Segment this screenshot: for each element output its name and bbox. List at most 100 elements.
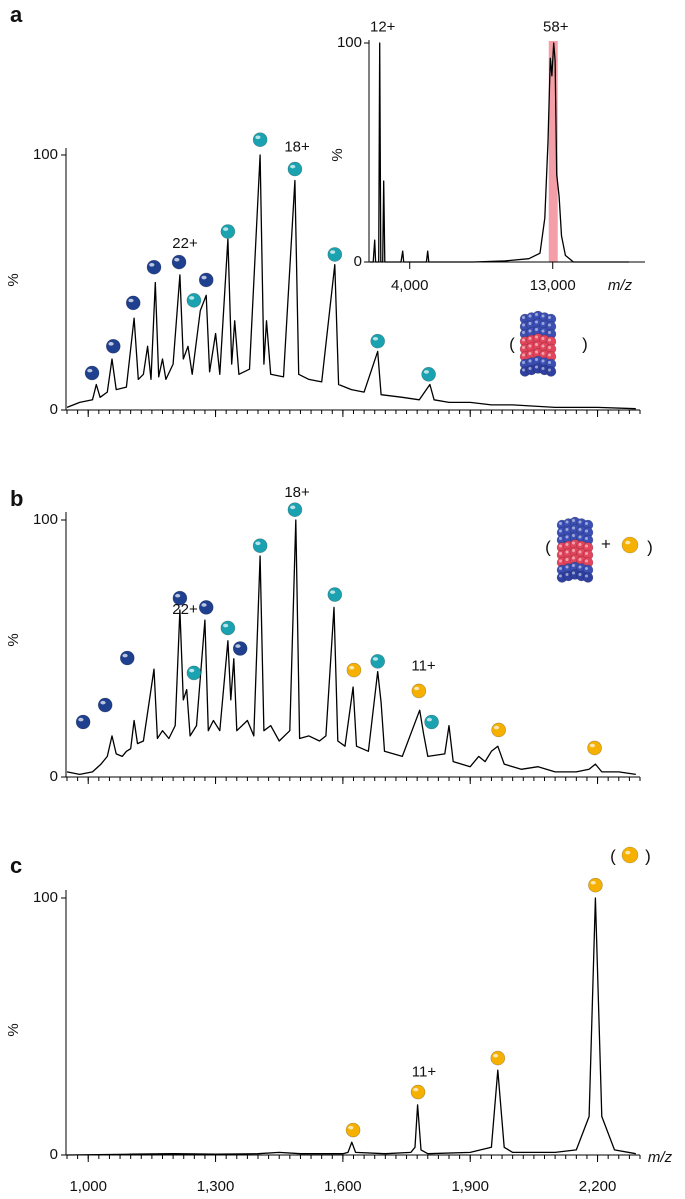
ion-marker <box>346 662 362 678</box>
icon-gloss <box>572 571 575 575</box>
icon-gloss <box>528 337 532 340</box>
marker-gloss <box>175 593 181 598</box>
icon-gloss <box>578 528 582 531</box>
icon-gloss <box>572 564 575 567</box>
icon-gloss <box>572 541 575 545</box>
icon-gloss <box>585 567 588 570</box>
icon-gloss <box>565 558 569 561</box>
marker-gloss <box>255 135 261 140</box>
marker-gloss <box>174 257 180 262</box>
icon-gloss <box>578 550 582 554</box>
y-axis-label: % <box>5 633 22 646</box>
ion-marker <box>125 295 141 311</box>
icon-gloss <box>578 543 582 546</box>
ion-marker <box>198 600 214 615</box>
ion-marker <box>146 259 162 275</box>
marker-gloss <box>87 368 93 373</box>
icon-text: ) <box>647 537 653 556</box>
icon-gloss <box>541 329 545 333</box>
ion-marker <box>220 224 236 239</box>
icon-gloss <box>522 331 525 334</box>
y-axis-label: % <box>329 148 346 161</box>
icon-gloss <box>522 338 525 342</box>
icon-gloss <box>541 359 545 363</box>
marker-gloss <box>372 657 379 661</box>
icon-gloss <box>535 358 538 361</box>
icon-gloss <box>548 323 551 327</box>
icon-gloss <box>548 346 551 349</box>
icon-gloss <box>528 367 532 370</box>
icon-gloss <box>535 335 538 339</box>
icon-sphere <box>582 572 594 583</box>
ion-marker <box>370 333 385 349</box>
ion-marker <box>232 641 248 656</box>
ion-marker <box>370 654 385 669</box>
marker-gloss <box>100 700 106 705</box>
ion-marker <box>252 538 268 554</box>
marker-gloss <box>590 880 596 885</box>
marker-gloss <box>426 717 432 722</box>
marker-gloss <box>413 1087 419 1092</box>
icon-gloss <box>541 322 545 325</box>
charge-label: 12+ <box>370 19 396 36</box>
icon-gloss <box>565 520 569 524</box>
marker-gloss <box>149 263 155 267</box>
marker-gloss <box>201 275 207 280</box>
charge-label: 18+ <box>284 138 310 155</box>
icon-gloss <box>565 528 569 531</box>
marker-shade <box>621 536 639 554</box>
icon-gloss <box>528 352 532 355</box>
icon-gloss <box>541 367 545 370</box>
ion-marker <box>198 272 214 288</box>
ion-marker <box>252 132 268 147</box>
ion-marker <box>287 502 303 518</box>
icon-gloss <box>541 337 545 340</box>
icon-gloss <box>548 353 551 357</box>
ion-marker <box>327 587 343 602</box>
icon-gloss <box>528 314 532 318</box>
marker-gloss <box>414 686 420 691</box>
ion-marker <box>287 161 303 177</box>
icon-gloss <box>559 537 562 540</box>
icon-text: ) <box>645 846 651 865</box>
icon-gloss <box>522 346 525 349</box>
icon-gloss <box>559 559 562 563</box>
ion-marker <box>424 714 439 730</box>
ion-marker <box>105 338 121 354</box>
marker-gloss <box>108 342 114 346</box>
y-tick-label: 100 <box>33 889 58 906</box>
charge-label: 22+ <box>172 235 198 252</box>
icon-sphere <box>545 366 557 377</box>
icon-gloss <box>535 365 538 369</box>
icon-gloss <box>565 550 569 554</box>
highlight-band <box>548 41 558 262</box>
ion-marker <box>84 365 100 381</box>
y-axis-label: % <box>5 1023 22 1036</box>
marker-gloss <box>189 668 195 673</box>
icon-gloss <box>572 526 575 530</box>
icon-gloss <box>565 565 569 569</box>
x-tick-label: 4,000 <box>391 277 429 294</box>
x-tick-label: 1,600 <box>324 1178 362 1195</box>
icon-text: ) <box>582 334 588 353</box>
marker-gloss <box>223 227 229 231</box>
charge-label: 18+ <box>284 484 310 501</box>
marker-gloss <box>423 370 430 374</box>
icon-gloss <box>559 522 562 525</box>
icon-gloss <box>559 567 562 570</box>
marker-gloss <box>255 541 261 546</box>
spectrum-line <box>66 154 636 410</box>
icon-gloss <box>535 328 538 331</box>
icon-gloss <box>578 520 582 524</box>
icon-gloss <box>585 522 588 525</box>
icon-gloss <box>548 338 551 342</box>
ion-marker <box>410 1084 426 1100</box>
marker-gloss <box>223 623 229 628</box>
icon-text: + <box>601 534 611 553</box>
icon-text: ( <box>610 846 616 865</box>
icon-gloss <box>541 344 545 348</box>
marker-gloss <box>235 644 241 648</box>
ion-marker <box>97 697 113 713</box>
marker-gloss <box>589 743 595 748</box>
icon-gloss <box>572 534 575 537</box>
